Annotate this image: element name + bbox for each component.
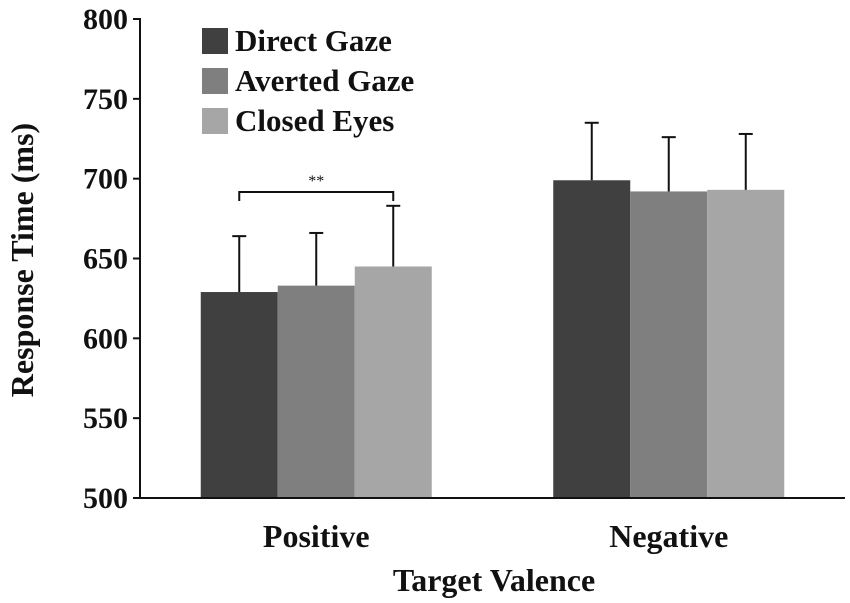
legend-label-2: Closed Eyes — [235, 103, 394, 138]
y-tick-label-550: 550 — [83, 402, 128, 435]
bar-positive-direct-gaze — [200, 292, 278, 498]
legend: Direct Gaze Averted Gaze Closed Eyes — [202, 23, 414, 138]
y-tick-label-800: 800 — [83, 3, 128, 36]
category-label-positive: Positive — [263, 518, 370, 554]
legend-label-1: Averted Gaze — [235, 63, 414, 98]
legend-swatch-0 — [202, 28, 228, 54]
bars — [200, 180, 785, 499]
axes — [133, 18, 845, 499]
category-labels: Positive Negative — [263, 518, 728, 554]
significance-label: ** — [308, 173, 324, 190]
y-tick-label-600: 600 — [83, 322, 128, 355]
y-tick-label-500: 500 — [83, 482, 128, 515]
y-tick-label-700: 700 — [83, 163, 128, 196]
bar-positive-averted-gaze — [277, 285, 355, 498]
x-axis-title: Target Valence — [393, 562, 595, 598]
bar-positive-closed-eyes — [354, 266, 432, 498]
bar-negative-averted-gaze — [630, 191, 708, 498]
legend-swatch-2 — [202, 108, 228, 134]
y-tick-label-650: 650 — [83, 243, 128, 276]
legend-label-0: Direct Gaze — [235, 23, 392, 58]
bar-negative-closed-eyes — [707, 189, 785, 499]
y-axis-title: Response Time (ms) — [4, 123, 40, 397]
significance-bracket — [238, 191, 395, 201]
error-bars — [232, 121, 753, 293]
legend-swatch-1 — [202, 68, 228, 94]
bar-negative-direct-gaze — [553, 180, 631, 498]
y-tick-label-750: 750 — [83, 83, 128, 116]
significance-annotations: ** — [238, 173, 395, 201]
category-label-negative: Negative — [609, 518, 728, 554]
y-axis-ticks: 500 550 600 650 700 750 800 — [83, 3, 140, 515]
